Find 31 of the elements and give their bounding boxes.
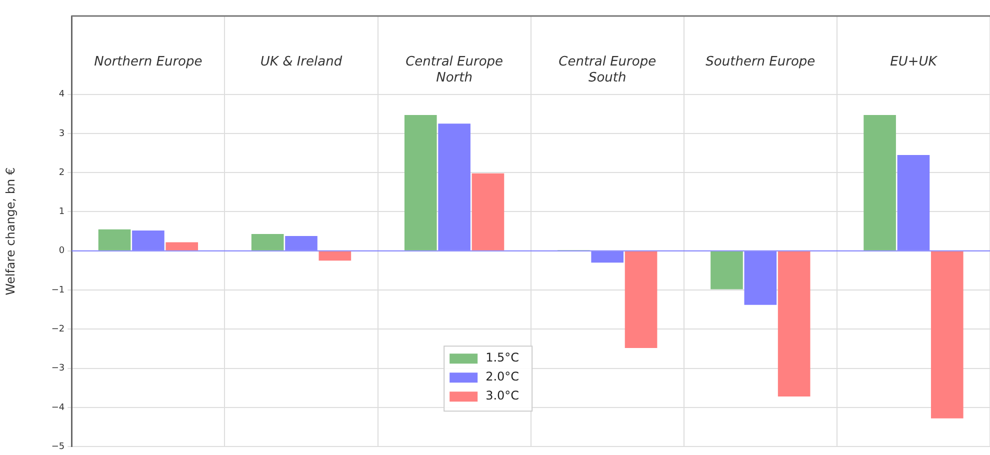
bar: [472, 173, 504, 250]
y-tick-label: −2: [51, 324, 65, 335]
x-tick-label: Central Europe South: [558, 54, 656, 86]
bar: [930, 251, 964, 418]
y-tick-label: −3: [51, 364, 65, 374]
y-axis-title: Welfare change, bn €: [3, 167, 18, 296]
x-tick-label: Central Europe North: [406, 54, 504, 86]
y-tick-label: 2: [58, 168, 65, 178]
x-tick-label: UK & Ireland: [260, 54, 343, 70]
y-tick-label: −1: [51, 285, 65, 296]
y-tick-label: −5: [51, 442, 65, 452]
y-tick-label: 0: [58, 246, 65, 256]
bar: [318, 251, 352, 261]
legend-label: 3.0°C: [486, 388, 520, 403]
x-tick-label: EU+UK: [890, 54, 938, 70]
y-tick-label: 3: [58, 128, 65, 139]
y-tick-label: 1: [58, 207, 65, 218]
bar: [710, 251, 743, 290]
x-tick-label: Southern Europe: [706, 54, 816, 70]
legend-label: 2.0°C: [486, 370, 520, 384]
bar: [166, 242, 198, 250]
bar: [98, 229, 131, 250]
bar: [864, 115, 896, 250]
bar: [251, 234, 284, 250]
bar: [404, 115, 437, 250]
bar: [778, 251, 810, 396]
y-tick-label: 4: [58, 90, 65, 100]
bar: [624, 251, 658, 348]
x-tick-label: Northern Europe: [94, 54, 202, 70]
legend-label: 1.5°C: [486, 350, 520, 365]
y-tick-label: −4: [51, 402, 65, 413]
